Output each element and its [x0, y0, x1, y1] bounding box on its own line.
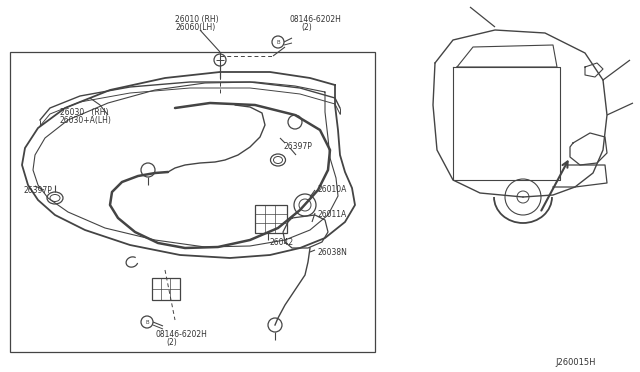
- Text: 26397P: 26397P: [24, 186, 53, 195]
- Text: 26030+A(LH): 26030+A(LH): [60, 116, 112, 125]
- Text: 26010 (RH): 26010 (RH): [175, 15, 219, 24]
- Text: 26030   (RH): 26030 (RH): [60, 108, 109, 117]
- Text: (2): (2): [301, 23, 312, 32]
- Text: 26397P: 26397P: [283, 142, 312, 151]
- Text: B: B: [145, 320, 149, 324]
- Bar: [152, 278, 180, 300]
- Text: 26038N: 26038N: [318, 248, 348, 257]
- Text: 26011A: 26011A: [318, 210, 348, 219]
- Bar: [255, 205, 287, 233]
- Text: J260015H: J260015H: [555, 358, 595, 367]
- Text: 08146-6202H: 08146-6202H: [290, 15, 342, 24]
- Text: B: B: [276, 39, 280, 45]
- Text: 26060(LH): 26060(LH): [175, 23, 215, 32]
- Text: 26042: 26042: [270, 238, 294, 247]
- Text: 08146-6202H: 08146-6202H: [155, 330, 207, 339]
- Text: 26010A: 26010A: [318, 185, 348, 194]
- Text: (2): (2): [166, 338, 177, 347]
- Bar: [10, 52, 375, 352]
